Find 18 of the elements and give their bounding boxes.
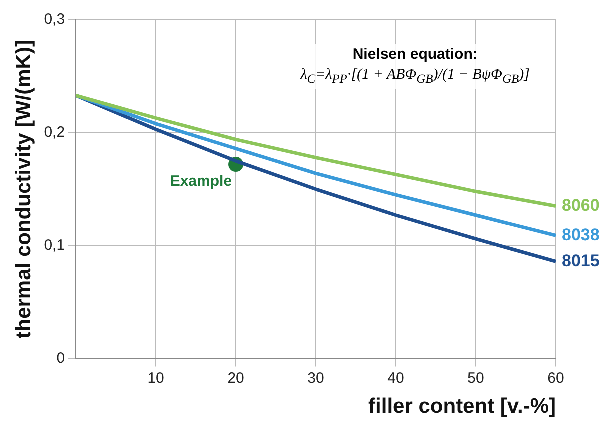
- series-label: 8015: [562, 251, 600, 270]
- y-axis-title: thermal conductivity [W/(mK)]: [12, 40, 36, 339]
- y-tick-label: 0,2: [44, 124, 66, 142]
- y-tick-label: 0,1: [44, 237, 66, 254]
- x-tick-label: 30: [308, 370, 324, 387]
- y-tick-label: 0: [56, 350, 66, 367]
- x-tick-label: 50: [468, 370, 484, 387]
- annotation: Nielsen equation:: [352, 46, 479, 63]
- annotation: Example: [170, 173, 232, 190]
- x-axis-title: filler content [v.-%]: [368, 395, 556, 418]
- series-label: 8060: [562, 196, 600, 216]
- x-tick-label: 40: [388, 370, 404, 387]
- text: λ$_{C}$=λ$_{PP}$·[(1 + ABΦ$_{GB}$)/(1 − BψΦ$_{GB}$)]: [300, 67, 530, 86]
- series-label: 8038: [562, 225, 600, 244]
- x-tick-label: 60: [548, 370, 564, 387]
- y-tick-label: 0,3: [44, 11, 66, 28]
- x-tick-label: 10: [148, 370, 164, 387]
- x-tick-label: 20: [228, 370, 244, 387]
